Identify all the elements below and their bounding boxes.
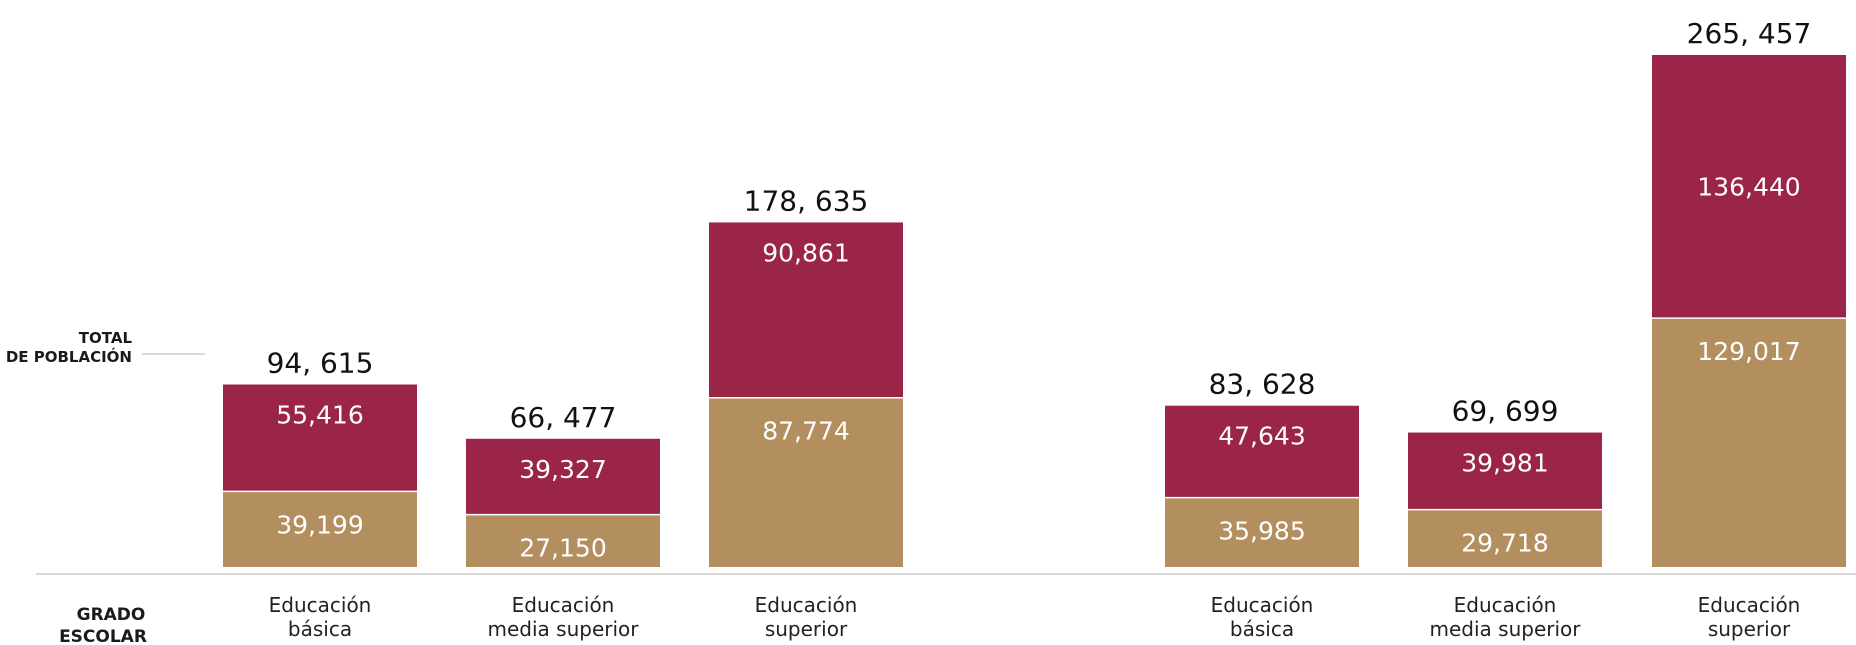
bar-top-segment — [1652, 55, 1846, 319]
category-label-line: básica — [288, 617, 352, 641]
bar-total-label: 69, 699 — [1452, 395, 1559, 428]
category-label-line: Educación — [1211, 593, 1314, 617]
bar-top-value-label: 47,643 — [1218, 422, 1305, 451]
bar-total-label: 94, 615 — [267, 347, 374, 380]
category-label-line: básica — [1230, 617, 1294, 641]
bar-bottom-segment — [466, 514, 660, 567]
bar-bottom-segment — [1408, 509, 1602, 567]
bar-bottom-value-label: 27,150 — [519, 534, 606, 563]
bar-bottom-value-label: 39,199 — [276, 510, 363, 539]
bar-total-label: 66, 477 — [510, 401, 617, 434]
bar-total-label: 178, 635 — [744, 184, 869, 217]
category-label-line: superior — [765, 617, 848, 641]
category-label-line: Educación — [755, 593, 858, 617]
bar-top-value-label: 39,981 — [1461, 449, 1548, 478]
grado-escolar-label-line2: ESCOLAR — [59, 627, 147, 645]
bar-top-value-label: 90,861 — [762, 238, 849, 267]
total-poblacion-label-line2: DE POBLACIÓN — [6, 347, 132, 366]
bar-top-segment — [1165, 405, 1359, 498]
bar-bottom-value-label: 87,774 — [762, 417, 849, 446]
bar-total-label: 83, 628 — [1209, 368, 1316, 401]
category-label-line: Educación — [512, 593, 615, 617]
bar-bottom-segment — [709, 397, 903, 567]
category-label-line: media superior — [488, 617, 640, 641]
category-label-line: Educación — [1454, 593, 1557, 617]
category-label-line: Educación — [269, 593, 372, 617]
category-label-line: superior — [1708, 617, 1791, 641]
bar-top-value-label: 136,440 — [1697, 173, 1800, 202]
bars-layer — [36, 55, 1856, 575]
bar-top-segment — [223, 384, 417, 492]
total-poblacion-label-line1: TOTAL — [79, 329, 133, 347]
grado-escolar-label-line1: GRADO — [77, 605, 146, 625]
bar-bottom-segment — [1652, 318, 1846, 567]
bar-bottom-segment — [1165, 497, 1359, 567]
bar-bottom-value-label: 129,017 — [1697, 337, 1800, 366]
category-label-line: Educación — [1698, 593, 1801, 617]
bar-top-segment — [1408, 432, 1602, 510]
bar-total-label: 265, 457 — [1687, 17, 1812, 50]
bar-top-value-label: 39,327 — [519, 455, 606, 484]
bar-top-segment — [709, 222, 903, 398]
bar-top-segment — [466, 438, 660, 515]
bar-bottom-value-label: 35,985 — [1218, 517, 1305, 546]
bar-bottom-segment — [223, 491, 417, 567]
bar-top-value-label: 55,416 — [276, 401, 363, 430]
category-label-line: media superior — [1430, 617, 1582, 641]
bar-bottom-value-label: 29,718 — [1461, 529, 1548, 558]
